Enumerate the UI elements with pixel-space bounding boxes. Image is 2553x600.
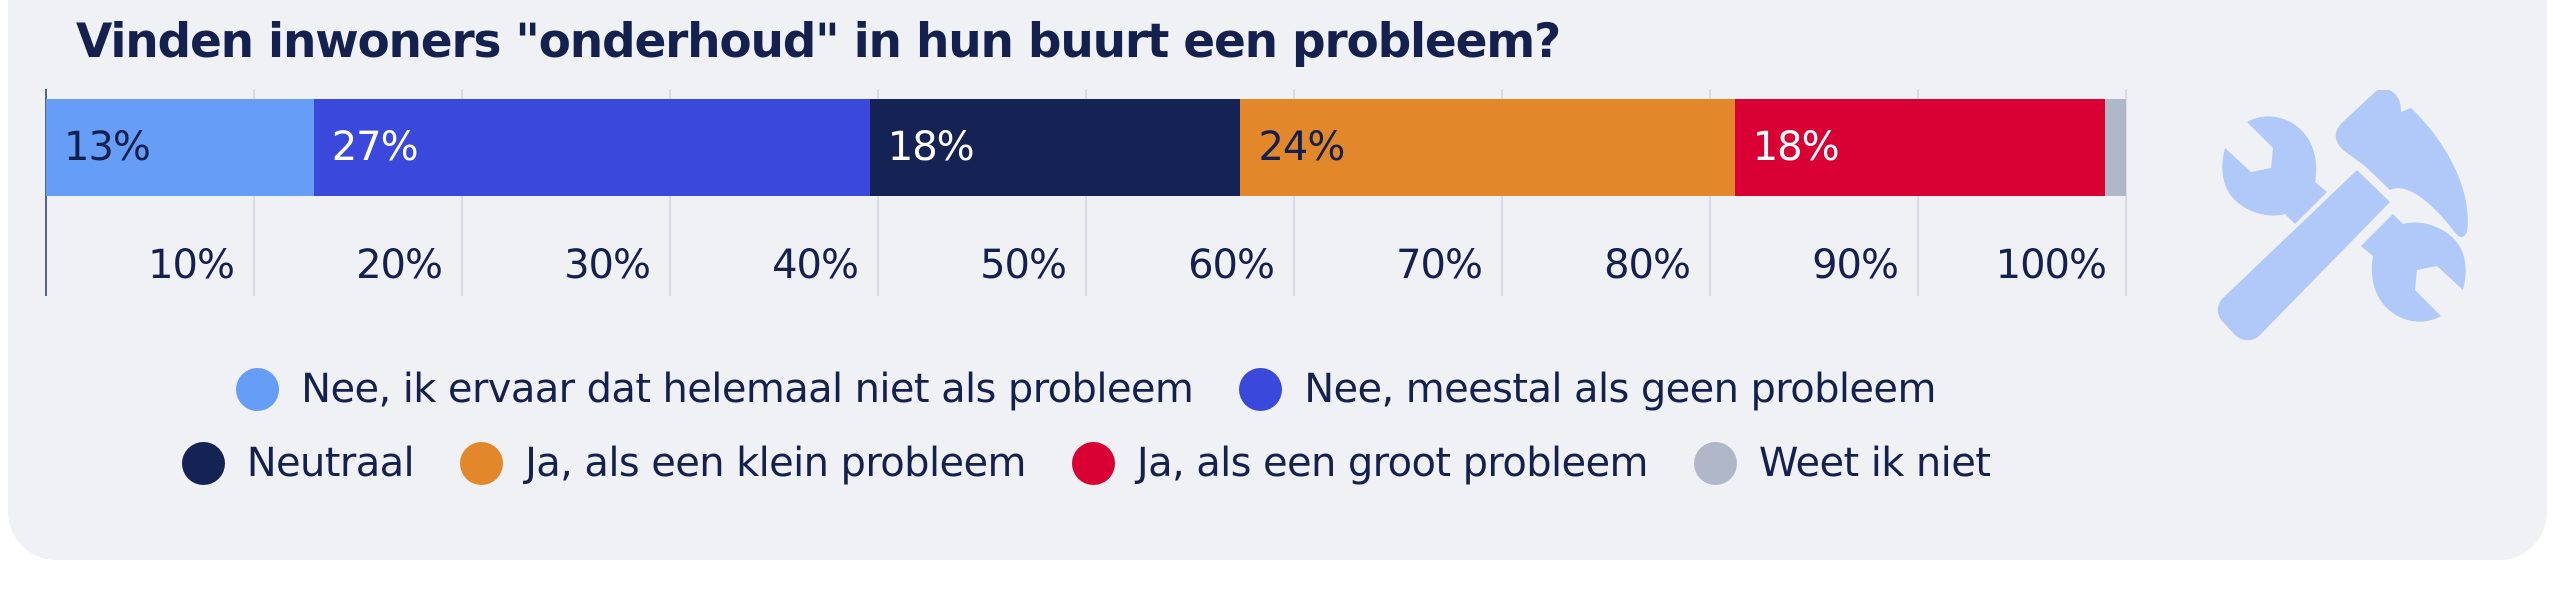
legend-label: Weet ik niet	[1758, 440, 1991, 486]
x-tick-label: 70%	[1396, 242, 1483, 288]
gridline	[2125, 89, 2127, 296]
legend-item: Neutraal	[181, 439, 415, 487]
bar-segment	[2105, 99, 2126, 196]
legend-item: Weet ik niet	[1693, 439, 1991, 487]
segment-value-label: 27%	[331, 124, 419, 170]
x-tick-label: 50%	[980, 242, 1067, 288]
x-tick-label: 40%	[772, 242, 859, 288]
bar-segment: 13%	[46, 99, 314, 196]
legend-row: Neutraal Ja, als een klein probleem Ja, al…	[181, 439, 1991, 487]
legend-item: Nee, ik ervaar dat helemaal niet als pro…	[236, 365, 1194, 413]
bar-segment: 18%	[869, 99, 1241, 196]
segment-value-label: 13%	[64, 124, 151, 170]
legend-item: Nee, meestal als geen probleem	[1239, 365, 1936, 413]
x-tick-label: 100%	[1995, 242, 2107, 288]
legend-label: Ja, als een klein probleem	[525, 440, 1026, 486]
legend-item: Ja, als een klein probleem	[460, 439, 1026, 487]
legend-label: Ja, als een groot probleem	[1136, 440, 1649, 486]
legend-dot-icon	[236, 367, 280, 411]
bar-segment: 18%	[1734, 99, 2106, 196]
x-tick-label: 80%	[1604, 242, 1691, 288]
x-tick-label: 10%	[148, 242, 235, 288]
bar-segment: 27%	[313, 99, 870, 196]
legend: Nee, ik ervaar dat helemaal niet als pro…	[46, 365, 2126, 487]
segment-value-label: 24%	[1258, 124, 1345, 170]
segment-value-label: 18%	[887, 124, 975, 170]
legend-item: Ja, als een groot probleem	[1071, 439, 1649, 487]
x-tick-label: 30%	[564, 242, 651, 288]
legend-label: Neutraal	[246, 440, 415, 486]
legend-dot-icon	[1239, 367, 1283, 411]
x-tick-label: 60%	[1188, 242, 1275, 288]
legend-dot-icon	[460, 441, 504, 485]
bar-segment: 24%	[1240, 99, 1735, 196]
tools-icon	[2217, 90, 2468, 341]
stacked-bar: 13% 27% 18% 24% 18%	[46, 99, 2126, 196]
legend-dot-icon	[181, 441, 225, 485]
chart-card	[8, 0, 2547, 560]
legend-dot-icon	[1693, 441, 1737, 485]
x-tick-label: 20%	[356, 242, 443, 288]
legend-dot-icon	[1071, 441, 1115, 485]
x-tick-label: 90%	[1812, 242, 1899, 288]
legend-row: Nee, ik ervaar dat helemaal niet als pro…	[236, 365, 1936, 413]
legend-label: Nee, meestal als geen probleem	[1304, 366, 1936, 412]
legend-label: Nee, ik ervaar dat helemaal niet als pro…	[301, 366, 1194, 412]
chart-title: Vinden inwoners "onderhoud" in hun buurt…	[76, 14, 1561, 69]
segment-value-label: 18%	[1752, 124, 1840, 170]
